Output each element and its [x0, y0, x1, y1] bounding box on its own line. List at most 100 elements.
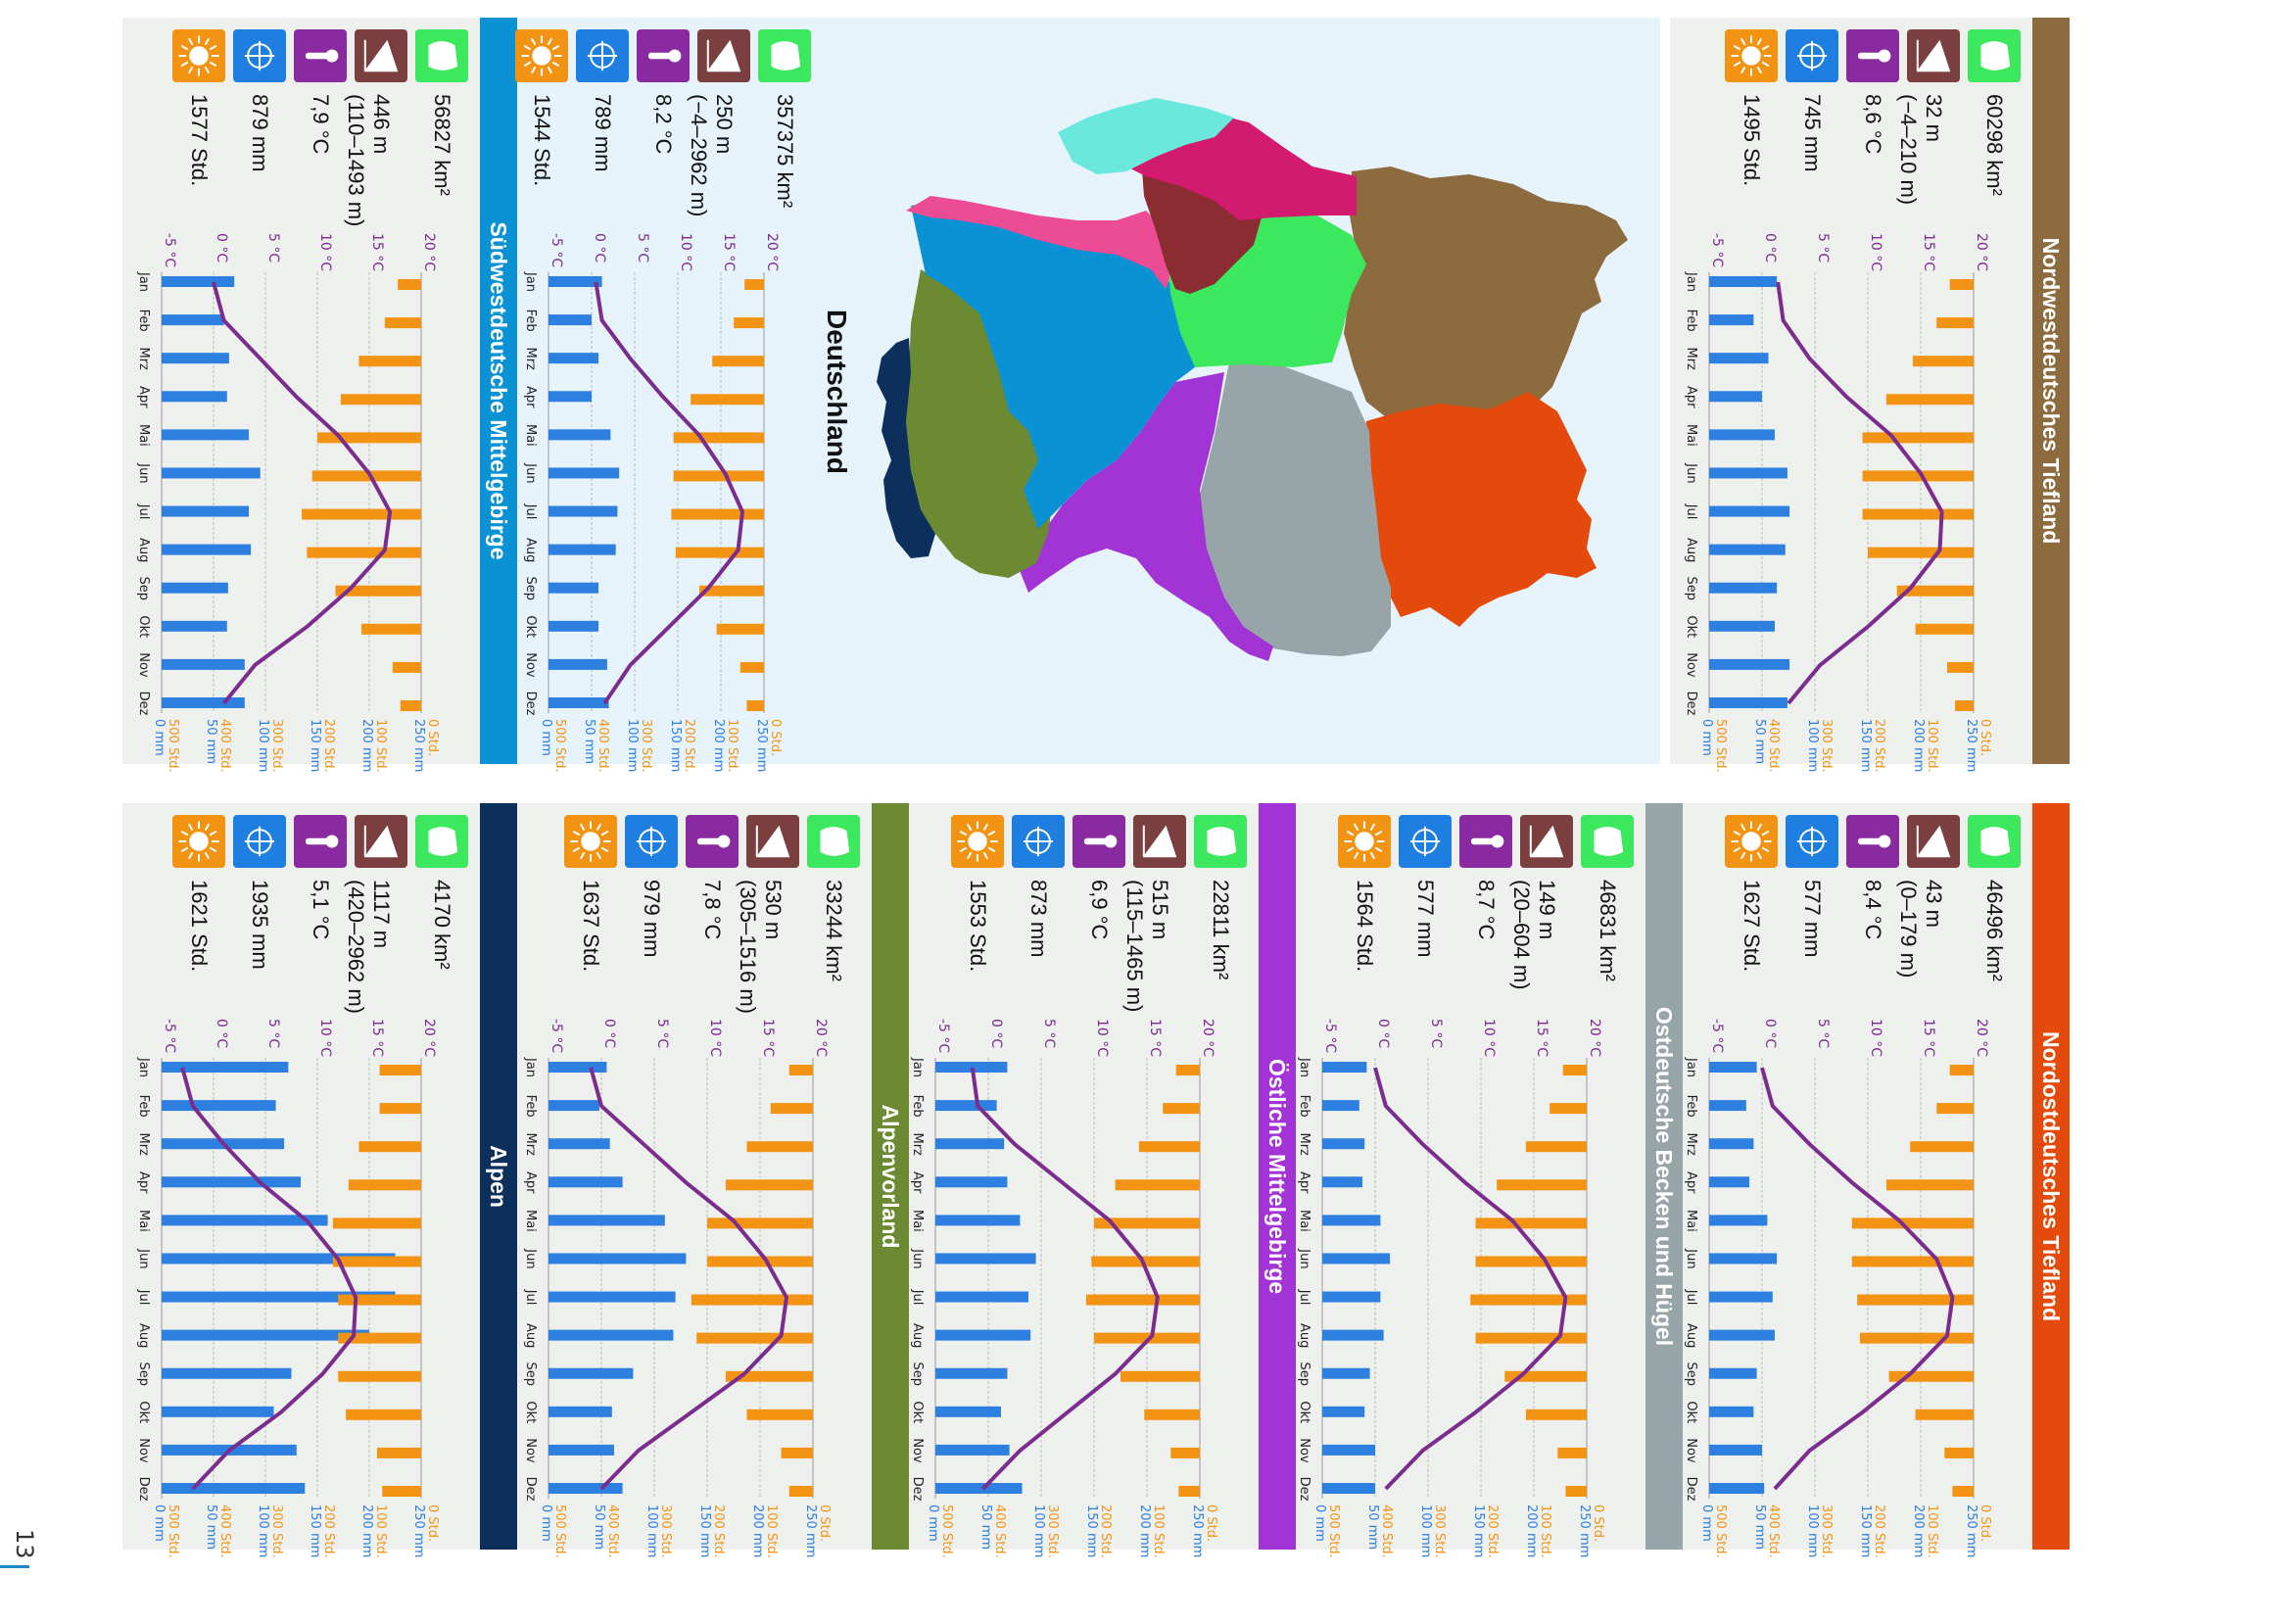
- bar-precipitation: [548, 1444, 614, 1456]
- bar-sunshine: [671, 508, 764, 520]
- bar-sunshine: [1525, 1141, 1587, 1153]
- bar-sunshine: [696, 1332, 813, 1344]
- precipitation-icon-icon: [576, 29, 629, 82]
- month-label: Jun: [1684, 1248, 1698, 1268]
- month-label: Jun: [1297, 1248, 1311, 1268]
- bar-sunshine: [379, 1065, 421, 1075]
- region-panel-östliche-mittelgebirge: Östliche Mittelgebirge 22811 km² 515 m 6,9 …: [896, 803, 1296, 1558]
- month-label: Mrz: [523, 1132, 538, 1156]
- bar-precipitation: [1709, 505, 1790, 517]
- bar-sunshine: [1896, 585, 1974, 597]
- bar-precipitation: [1322, 1406, 1365, 1417]
- tick-temperature: 10 °C: [1481, 1019, 1497, 1057]
- line-temperature: [212, 281, 393, 705]
- tick-precipitation: 150 mm: [1471, 1505, 1486, 1557]
- bar-precipitation: [1709, 1291, 1773, 1303]
- month-label: Okt: [523, 1401, 538, 1423]
- tick-precipitation: 150 mm: [308, 719, 322, 772]
- month-label: Feb: [1684, 310, 1698, 332]
- bar-precipitation: [935, 1062, 1008, 1073]
- tick-temperature: 15 °C: [1147, 1019, 1163, 1057]
- tick-sunshine: 300 Std.: [269, 1505, 284, 1558]
- region-panel-alpen: Alpen 4170 km² 1117 m 5,1 °C 1935 mm 1621 Std…: [122, 803, 517, 1558]
- tick-sunshine: 0 Std.: [1978, 1505, 1992, 1542]
- bar-precipitation: [1709, 467, 1788, 479]
- panel-title-bar: [1645, 803, 1683, 1550]
- month-label: Mrz: [136, 347, 151, 370]
- bar-sunshine: [746, 700, 764, 711]
- bar-sunshine: [1085, 1294, 1200, 1306]
- bar-precipitation: [548, 1367, 634, 1379]
- bar-precipitation: [548, 1176, 623, 1188]
- tick-sunshine: 500 Std.: [166, 1505, 180, 1558]
- bar-sunshine: [1955, 700, 1974, 711]
- panel-title: Nordwestdeutsches Tiefland: [2038, 238, 2064, 545]
- tick-temperature: 10 °C: [1868, 1019, 1883, 1057]
- bar-sunshine: [384, 317, 421, 329]
- tick-precipitation: 200 mm: [711, 719, 726, 772]
- bar-sunshine: [1949, 1065, 1974, 1075]
- bar-precipitation: [548, 276, 602, 287]
- month-label: Feb: [523, 1095, 538, 1118]
- bar-precipitation: [162, 505, 250, 517]
- bar-precipitation: [1709, 1062, 1757, 1073]
- tick-temperature: -5 °C: [162, 1019, 177, 1053]
- tick-temperature: 5 °C: [265, 1019, 281, 1048]
- tick-precipitation: 50 mm: [204, 719, 218, 764]
- stat-elevation-range: (115–1465 m): [1122, 880, 1147, 1012]
- bar-precipitation: [1709, 429, 1775, 441]
- climate-chart: 20 °C 0 Std.250 mm 15 °C 100 Std.200 mm 10 °…: [136, 233, 440, 773]
- bar-precipitation: [1322, 1253, 1391, 1265]
- stat-sunshine: 1621 Std.: [187, 880, 212, 972]
- map-region-southwest-uplands: [911, 201, 1195, 529]
- stat-precipitation: 577 mm: [1413, 880, 1438, 957]
- tick-precipitation: 100 mm: [1418, 1505, 1433, 1557]
- stat-elevation-range: (−4–210 m): [1896, 94, 1921, 205]
- stat-temperature: 6,9 °C: [1087, 880, 1112, 939]
- month-label: Jul: [136, 1289, 151, 1306]
- region-panel-deutschland: 357375 km² 250 m 8,2 °C 789 mm 1544 Std. (−4–…: [515, 29, 811, 773]
- map-region-alps: [877, 338, 935, 558]
- bar-precipitation: [162, 1062, 289, 1073]
- bar-precipitation: [1322, 1291, 1381, 1303]
- page-number-rule: [0, 1565, 29, 1568]
- month-label: Jan: [523, 1057, 538, 1077]
- tick-precipitation: 100 mm: [1031, 1505, 1046, 1557]
- region-panel-alpenvorland: Alpenvorland 33244 km² 530 m 7,8 °C 979 mm 16…: [509, 803, 909, 1558]
- tick-sunshine: 500 Std.: [1713, 719, 1728, 773]
- bar-sunshine: [707, 1256, 813, 1267]
- bar-precipitation: [162, 697, 245, 708]
- panel-title-bar: [872, 803, 909, 1550]
- tick-precipitation: 250 mm: [1190, 1505, 1205, 1557]
- precipitation-icon-icon: [1012, 815, 1065, 868]
- bar-sunshine: [376, 1447, 421, 1458]
- tick-precipitation: 150 mm: [1858, 1505, 1873, 1557]
- tick-sunshine: 300 Std.: [1819, 719, 1834, 773]
- month-label: Mai: [136, 1210, 151, 1232]
- bar-precipitation: [1709, 276, 1778, 287]
- map-title: Deutschland: [822, 310, 852, 474]
- stat-precipitation: 873 mm: [1026, 880, 1051, 957]
- tick-sunshine: 0 Std.: [1978, 719, 1992, 756]
- bar-precipitation: [162, 544, 252, 555]
- month-label: Dez: [910, 1477, 925, 1502]
- bar-precipitation: [548, 1406, 612, 1417]
- area-icon-icon: [1581, 815, 1634, 868]
- bar-sunshine: [332, 1256, 421, 1267]
- tick-precipitation: 100 mm: [1805, 719, 1820, 772]
- tick-temperature: 5 °C: [1815, 233, 1831, 263]
- month-label: Apr: [136, 386, 151, 408]
- stat-sunshine: 1553 Std.: [966, 880, 990, 972]
- month-label: Mai: [1684, 424, 1698, 447]
- month-label: Jan: [136, 1057, 151, 1077]
- thermometer-icon-icon: [1846, 29, 1899, 82]
- month-label: Apr: [1297, 1171, 1311, 1194]
- bar-precipitation: [935, 1406, 1001, 1417]
- bar-sunshine: [1562, 1065, 1587, 1075]
- month-label: Jun: [523, 462, 538, 483]
- month-label: Dez: [1297, 1477, 1311, 1502]
- stat-sunshine: 1637 Std.: [579, 880, 603, 972]
- tick-sunshine: 300 Std.: [1819, 1505, 1834, 1558]
- bar-precipitation: [1709, 1215, 1768, 1226]
- bar-precipitation: [1709, 1444, 1762, 1456]
